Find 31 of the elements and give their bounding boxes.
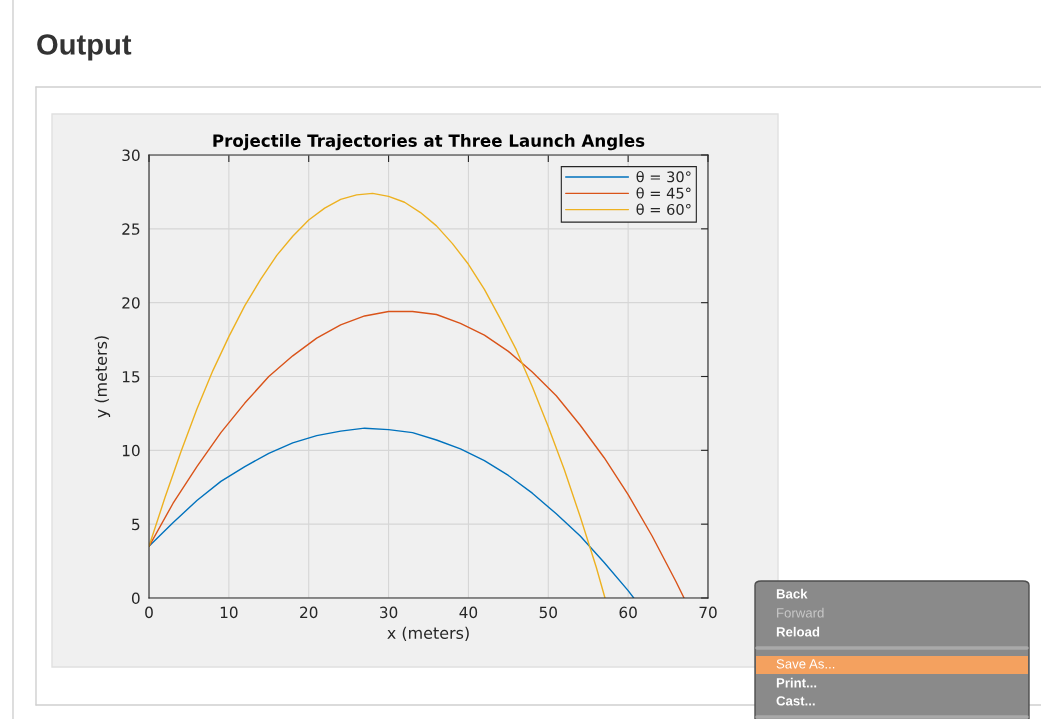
y-tick-label: 5 xyxy=(132,518,140,531)
y-tick-label: 10 xyxy=(122,444,140,457)
x-tick-label: 50 xyxy=(539,606,557,619)
line-series xyxy=(149,310,685,598)
text: Reload xyxy=(776,626,820,637)
x-tick-label: 40 xyxy=(459,606,478,619)
x-tick-label: 70 xyxy=(699,606,717,619)
y-tick-label: 15 xyxy=(122,371,140,383)
y-tick-label: 30 xyxy=(122,149,140,162)
x-tick-label: 60 xyxy=(619,606,637,619)
line-series xyxy=(149,427,635,598)
y-tick-label: 25 xyxy=(122,223,140,235)
y-tick-label: 0 xyxy=(131,592,140,605)
chart-title: Projectile Trajectories at Three Launch Angles xyxy=(213,134,645,151)
legend-label: θ = 45° xyxy=(636,187,691,199)
text: Save As... xyxy=(776,659,835,669)
legend-label: θ = 60° xyxy=(636,203,691,215)
x-tick-label: 10 xyxy=(220,606,238,619)
text: Forward xyxy=(777,607,824,618)
line-series xyxy=(149,192,606,598)
text: Back xyxy=(776,588,808,599)
text: Output xyxy=(37,34,132,61)
x-tick-label: 30 xyxy=(380,606,398,619)
legend-label: θ = 30° xyxy=(636,170,691,183)
text: Print... xyxy=(776,677,817,688)
y-tick-label: 20 xyxy=(122,297,140,309)
y-axis-title: y (meters) xyxy=(94,336,111,418)
x-axis-title: x (meters) xyxy=(387,626,469,641)
x-tick-label: 0 xyxy=(145,606,153,619)
text: Cast... xyxy=(776,696,815,706)
x-tick-label: 20 xyxy=(300,606,318,619)
